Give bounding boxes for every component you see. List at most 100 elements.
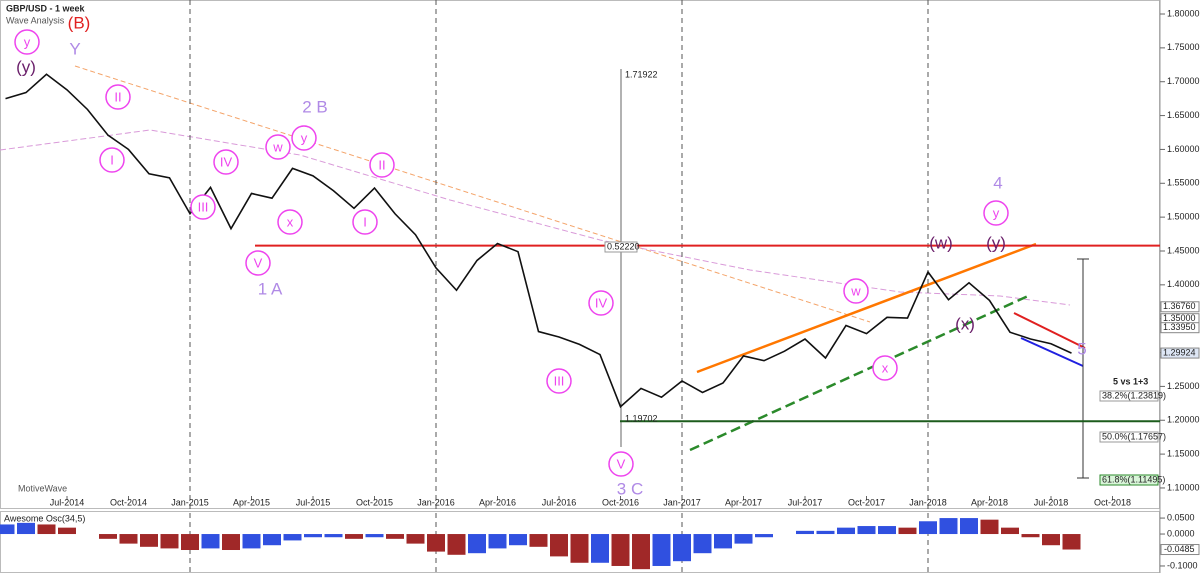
x-tick-label: Jul-2015: [296, 497, 331, 507]
osc-bar: [468, 534, 486, 554]
fib-label: 50.0%(1.17657): [1102, 431, 1166, 441]
chart-subtitle: Wave Analysis: [6, 15, 65, 25]
osc-bar: [1042, 534, 1060, 546]
wave-label: V: [254, 255, 263, 270]
osc-tick-label: 0.0000: [1167, 528, 1195, 538]
wave-circle: [352, 209, 378, 235]
wave-label: y: [301, 130, 308, 145]
wave-label: y: [24, 34, 31, 49]
wave-circle: [190, 194, 216, 220]
osc-bar: [1001, 527, 1019, 535]
wave-label: (y): [16, 57, 36, 76]
osc-bar: [181, 534, 199, 551]
channel-line: [689, 294, 1029, 452]
chart-title: GBP/USD - 1 week: [6, 3, 86, 13]
osc-bar: [734, 534, 753, 544]
x-tick-label: Jul-2016: [542, 497, 577, 507]
y-tick-label: 1.70000: [1167, 76, 1200, 86]
osc-bar: [160, 534, 179, 549]
wave-circle: [588, 290, 614, 316]
osc-bar: [878, 526, 896, 535]
wedge-line: [1013, 312, 1086, 349]
wave-label: x: [287, 214, 294, 229]
osc-bar: [693, 534, 712, 554]
osc-bar: [939, 518, 958, 535]
wave-label: IV: [595, 295, 608, 310]
channel-line: [696, 242, 1037, 374]
wave-circle: [291, 125, 317, 151]
osc-bar: [99, 534, 117, 539]
osc-bar: [324, 534, 343, 538]
osc-bar: [488, 534, 507, 549]
price-label: 1.33950: [1163, 322, 1196, 332]
price-label-box: [1160, 301, 1200, 313]
osc-bar: [17, 522, 35, 535]
osc-bar: [611, 534, 630, 566]
x-tick-label: Oct-2017: [848, 497, 885, 507]
wave-circle: [872, 355, 898, 381]
wave-label: 3 C: [617, 479, 643, 498]
x-tick-label: Jul-2018: [1034, 497, 1069, 507]
osc-bar: [365, 534, 384, 538]
x-tick-label: Apr-2017: [725, 497, 762, 507]
x-tick-label: Apr-2015: [233, 497, 270, 507]
x-tick-label: Jan-2015: [171, 497, 209, 507]
wave-label: (w): [929, 233, 953, 252]
y-tick-label: 1.10000: [1167, 482, 1200, 492]
osc-bar: [550, 534, 568, 557]
price-line: [5, 73, 1072, 409]
osc-bar: [283, 534, 302, 541]
x-tick-label: Oct-2014: [110, 497, 147, 507]
x-tick-label: Jan-2018: [909, 497, 947, 507]
wave-label: II: [378, 157, 385, 172]
osc-bar: [201, 534, 220, 549]
fib-label: 61.8%(1.11495): [1102, 474, 1165, 484]
measure-box: [604, 241, 638, 253]
y-tick-label: 1.25000: [1167, 381, 1200, 391]
osc-bar: [632, 534, 650, 570]
osc-bar: [509, 534, 527, 546]
osc-bar: [960, 518, 978, 535]
wave-label: 1 A: [258, 279, 283, 298]
fib-box: [1099, 474, 1159, 486]
osc-bar: [58, 527, 76, 535]
osc-bar: [796, 530, 814, 535]
wedge-line: [1020, 337, 1084, 367]
osc-bar: [1021, 534, 1040, 538]
wave-label: (y): [986, 233, 1006, 252]
wave-circle: [369, 152, 395, 178]
wave-circle: [277, 209, 303, 235]
osc-bar: [755, 534, 773, 538]
osc-bar: [714, 534, 732, 549]
osc-bar: [222, 534, 240, 551]
measure-label: 1.19702: [625, 413, 658, 423]
osc-bar: [652, 534, 671, 566]
wave-label: 5: [1077, 339, 1086, 358]
osc-bar: [837, 527, 855, 535]
y-tick-label: 1.75000: [1167, 42, 1200, 52]
wave-circle: [546, 368, 572, 394]
price-label-box: [1160, 347, 1200, 359]
x-tick-label: Oct-2016: [602, 497, 639, 507]
osc-tick-label: -0.1000: [1167, 560, 1198, 570]
wave-label: x: [882, 360, 889, 375]
osc-bar: [980, 519, 999, 535]
y-tick-label: 1.80000: [1167, 8, 1200, 18]
wave-circle: [245, 250, 271, 276]
x-tick-label: Apr-2018: [971, 497, 1008, 507]
osc-bar: [386, 534, 404, 539]
x-tick-label: Jan-2017: [663, 497, 701, 507]
x-tick-label: Apr-2016: [479, 497, 516, 507]
osc-bar: [591, 534, 609, 563]
osc-title: Awesome Osc(34,5): [4, 513, 85, 523]
osc-tick-label: 0.0500: [1167, 512, 1195, 522]
wave-circle: [265, 134, 291, 160]
osc-bar: [37, 524, 56, 535]
osc-bar: [857, 526, 876, 535]
y-tick-label: 1.15000: [1167, 448, 1200, 458]
x-tick-label: Jan-2016: [417, 497, 455, 507]
wave-label: Y: [69, 39, 80, 58]
wave-circle: [213, 149, 239, 175]
osc-bar: [263, 534, 281, 546]
